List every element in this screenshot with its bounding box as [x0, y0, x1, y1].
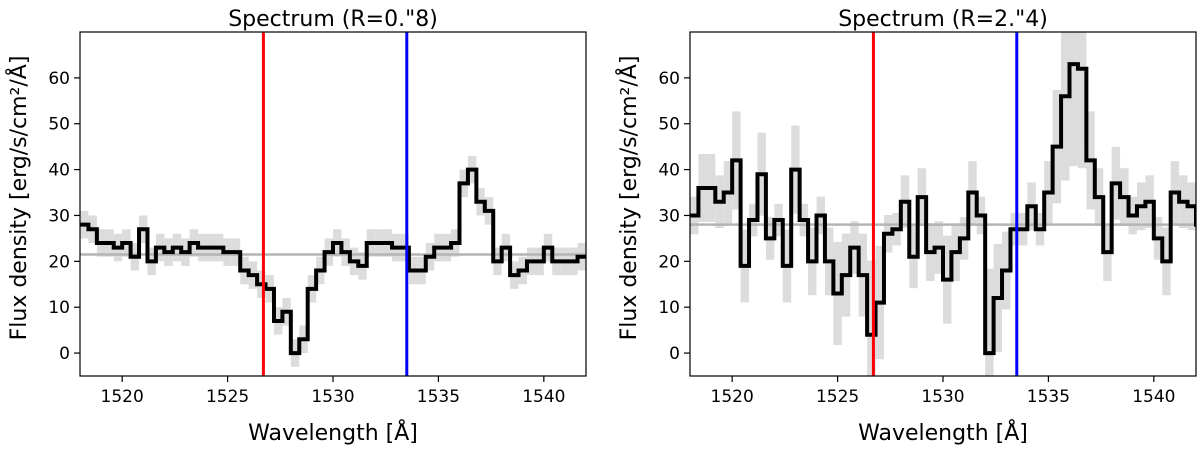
- y-tick-label: 50: [658, 115, 680, 135]
- x-tick-label: 1530: [311, 387, 354, 407]
- y-tick-label: 40: [658, 161, 680, 181]
- panel-left: Spectrum (R=0."8) Wavelength [Å] Flux de…: [5, 7, 653, 446]
- y-tick-label: 40: [48, 161, 70, 181]
- x-tick-label: 1520: [101, 387, 144, 407]
- error-band: [1061, 32, 1070, 181]
- error-band: [1069, 32, 1078, 167]
- y-tick-label: 10: [658, 298, 680, 318]
- x-axis-label: Wavelength [Å]: [858, 419, 1028, 446]
- x-tick-label: 1530: [921, 387, 964, 407]
- plot-area: [80, 32, 653, 376]
- x-tick-label: 1535: [1027, 387, 1070, 407]
- error-band: [1077, 32, 1087, 169]
- x-tick-label: 1540: [1132, 387, 1175, 407]
- spectrum-line: [690, 62, 1196, 356]
- x-axis-label: Wavelength [Å]: [248, 419, 418, 446]
- y-tick-label: 60: [658, 69, 680, 89]
- error-band: [586, 243, 594, 271]
- spectrum-line: [80, 167, 586, 356]
- y-tick-label: 30: [658, 206, 680, 226]
- error-band: [645, 243, 653, 271]
- panel-right: Spectrum (R=2."4) Wavelength [Å] Flux de…: [615, 7, 1197, 446]
- axes-frame: [79, 31, 587, 377]
- y-axis-label: Flux density [erg/s/cm²/Å]: [5, 56, 32, 341]
- y-tick-label: 0: [669, 344, 680, 364]
- chart-title: Spectrum (R=2."4): [838, 7, 1048, 32]
- y-tick-label: 0: [59, 344, 70, 364]
- y-axis-label: Flux density [erg/s/cm²/Å]: [615, 56, 642, 341]
- x-tick-label: 1540: [522, 387, 565, 407]
- x-tick-label: 1525: [206, 387, 249, 407]
- y-tick-label: 20: [658, 252, 680, 272]
- error-band: [594, 248, 602, 276]
- error-band: [867, 260, 876, 376]
- x-tick-label: 1520: [711, 387, 754, 407]
- y-tick-label: 10: [48, 298, 70, 318]
- chart-title: Spectrum (R=0."8): [228, 7, 438, 32]
- error-band: [985, 268, 994, 376]
- y-tick-label: 60: [48, 69, 70, 89]
- x-tick-label: 1525: [816, 387, 859, 407]
- error-band: [603, 248, 611, 276]
- x-tick-label: 1535: [417, 387, 460, 407]
- y-tick-label: 50: [48, 115, 70, 135]
- y-tick-label: 20: [48, 252, 70, 272]
- plot-area: [690, 32, 1196, 376]
- y-tick-label: 30: [48, 206, 70, 226]
